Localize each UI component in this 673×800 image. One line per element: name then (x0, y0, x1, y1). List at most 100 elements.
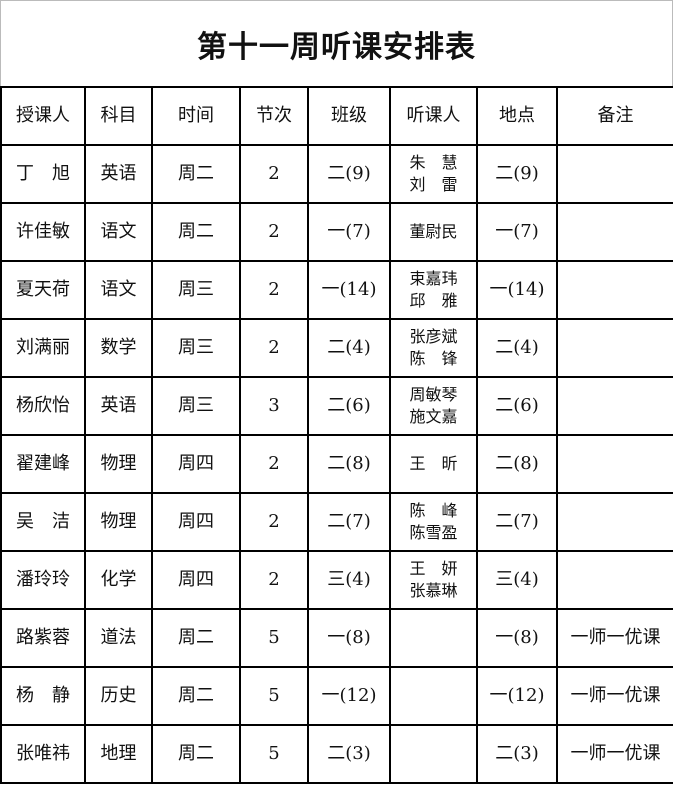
class-cell: 三(4) (307, 550, 391, 610)
subject-cell: 语文 (84, 202, 153, 262)
header-note: 备注 (556, 86, 673, 146)
place-cell: 二(4) (476, 318, 558, 378)
teacher-cell: 张唯祎 (0, 724, 86, 784)
period-cell: 2 (239, 434, 309, 494)
place-cell: 二(9) (476, 144, 558, 204)
listeners-cell: 董尉民 (389, 202, 478, 262)
period-cell: 2 (239, 144, 309, 204)
header-listeners: 听课人 (389, 86, 478, 146)
table-row: 吴 洁物理 周四 2 二(7) 陈 峰陈雪盈 二(7) (0, 492, 673, 552)
place-cell: 三(4) (476, 550, 558, 610)
note-cell (556, 202, 673, 262)
table-row: 潘玲玲 化学 周四 2 三(4) 王 妍张慕琳 三(4) (0, 550, 673, 610)
header-subject: 科目 (84, 86, 153, 146)
note-cell (556, 318, 673, 378)
subject-cell: 数学 (84, 318, 153, 378)
note-cell (556, 260, 673, 320)
subject-cell: 化学 (84, 550, 153, 610)
time-cell: 周四 (151, 550, 241, 610)
page-title: 第十一周听课安排表 (0, 0, 673, 87)
class-cell: 二(8) (307, 434, 391, 494)
class-cell: 一(7) (307, 202, 391, 262)
table-row: 夏天荷 语文 周三 2 一(14) 束嘉玮邱 雅一(14) (0, 260, 673, 320)
place-cell: 二(7) (476, 492, 558, 552)
time-cell: 周三 (151, 260, 241, 320)
listener-name: 周敏琴 (409, 385, 458, 404)
teacher-cell: 刘满丽 (0, 318, 86, 378)
place-cell: 一(14) (476, 260, 558, 320)
teacher-cell: 翟建峰 (0, 434, 86, 494)
class-cell: 一(14) (307, 260, 391, 320)
note-cell: 一师一优课 (556, 666, 673, 726)
subject-cell: 历史 (84, 666, 153, 726)
note-cell (556, 376, 673, 436)
time-cell: 周二 (151, 202, 241, 262)
header-place: 地点 (476, 86, 558, 146)
listener-name: 陈 峰 (409, 501, 458, 520)
place-cell: 二(3) (476, 724, 558, 784)
teacher-cell: 许佳敏 (0, 202, 86, 262)
header-period: 节次 (239, 86, 309, 146)
listener-name: 陈 锋 (409, 349, 458, 368)
listener-name: 王 妍 (409, 559, 458, 578)
listeners-cell: 王 妍张慕琳 (389, 550, 478, 610)
header-time: 时间 (151, 86, 241, 146)
period-cell: 5 (239, 666, 309, 726)
class-cell: 二(4) (307, 318, 391, 378)
period-cell: 2 (239, 260, 309, 320)
class-cell: 二(9) (307, 144, 391, 204)
teacher-cell: 杨欣怡 (0, 376, 86, 436)
teacher-cell: 潘玲玲 (0, 550, 86, 610)
table-row: 翟建峰 物理 周四 2 二(8) 王 昕二(8) (0, 434, 673, 494)
header-teacher: 授课人 (0, 86, 86, 146)
teacher-cell: 吴 洁 (0, 492, 86, 552)
listeners-cell: 王 昕 (389, 434, 478, 494)
place-cell: 一(12) (476, 666, 558, 726)
note-cell (556, 434, 673, 494)
listener-name: 张慕琳 (409, 581, 458, 600)
subject-cell: 英语 (84, 144, 153, 204)
time-cell: 周三 (151, 376, 241, 436)
time-cell: 周二 (151, 724, 241, 784)
listener-name: 邱 雅 (409, 291, 458, 310)
subject-cell: 英语 (84, 376, 153, 436)
note-cell (556, 550, 673, 610)
listeners-cell (389, 666, 478, 726)
time-cell: 周二 (151, 666, 241, 726)
table-row: 刘满丽 数学 周三 2 二(4) 张彦斌陈 锋二(4) (0, 318, 673, 378)
class-cell: 一(8) (307, 608, 391, 668)
listener-name: 朱 慧 (409, 153, 458, 172)
listener-name: 束嘉玮 (409, 269, 458, 288)
period-cell: 2 (239, 202, 309, 262)
listeners-cell: 束嘉玮邱 雅 (389, 260, 478, 320)
listeners-cell (389, 608, 478, 668)
listeners-cell: 陈 峰陈雪盈 (389, 492, 478, 552)
period-cell: 5 (239, 724, 309, 784)
listeners-cell (389, 724, 478, 784)
period-cell: 5 (239, 608, 309, 668)
note-cell: 一师一优课 (556, 608, 673, 668)
place-cell: 二(6) (476, 376, 558, 436)
listener-name: 陈雪盈 (409, 523, 458, 542)
period-cell: 2 (239, 550, 309, 610)
listener-name: 张彦斌 (409, 327, 458, 346)
subject-cell: 道法 (84, 608, 153, 668)
time-cell: 周四 (151, 434, 241, 494)
listeners-cell: 朱 慧刘 雷 (389, 144, 478, 204)
time-cell: 周四 (151, 492, 241, 552)
place-cell: 一(7) (476, 202, 558, 262)
teacher-cell: 丁 旭 (0, 144, 86, 204)
listener-name: 王 昕 (409, 454, 458, 473)
place-cell: 二(8) (476, 434, 558, 494)
time-cell: 周三 (151, 318, 241, 378)
listeners-cell: 张彦斌陈 锋 (389, 318, 478, 378)
subject-cell: 物理 (84, 434, 153, 494)
note-cell (556, 492, 673, 552)
time-cell: 周二 (151, 608, 241, 668)
schedule-table: 授课人 科目 时间 节次 班级 听课人 地点 备注 丁 旭英语 周二 2 二(9) 朱 … (0, 86, 673, 784)
table-row: 杨欣怡 英语 周三 3 二(6) 周敏琴 施文嘉 二(6) (0, 376, 673, 436)
table-row: 丁 旭英语 周二 2 二(9) 朱 慧刘 雷二(9) (0, 144, 673, 204)
teacher-cell: 杨 静 (0, 666, 86, 726)
class-cell: 二(6) (307, 376, 391, 436)
period-cell: 2 (239, 318, 309, 378)
